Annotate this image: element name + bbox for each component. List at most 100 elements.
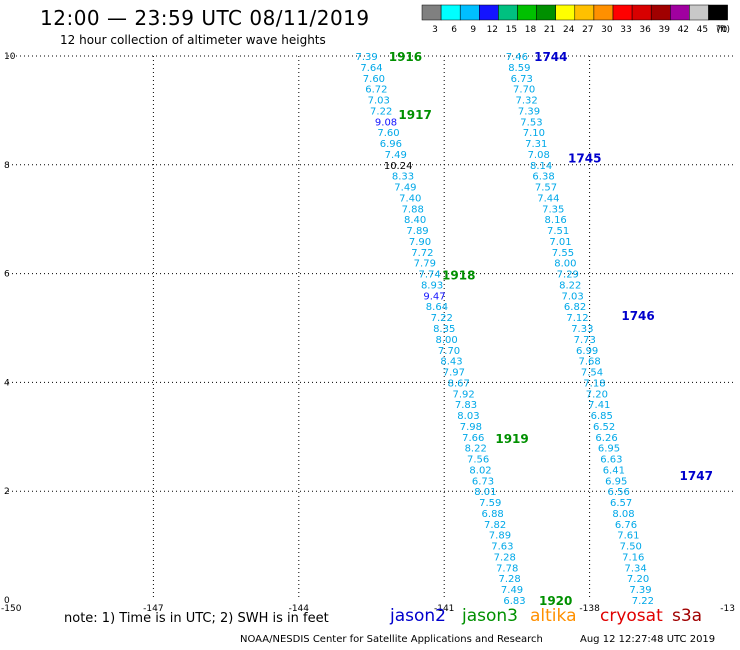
color-scale-tick: 12 <box>487 25 498 34</box>
pass-time-label: 1918 <box>442 269 475 283</box>
wave-height-value: 6.95 <box>605 476 627 487</box>
wave-height-value: 8.02 <box>469 465 491 476</box>
wave-height-value: 9.08 <box>375 117 397 128</box>
pass-time-label: 1920 <box>539 594 572 608</box>
wave-height-value: 8.64 <box>426 302 448 313</box>
wave-height-value: 7.22 <box>431 313 453 324</box>
wave-height-value: 7.54 <box>581 368 603 379</box>
wave-height-value: 8.16 <box>545 215 567 226</box>
wave-height-value: 7.29 <box>557 270 579 281</box>
color-scale-unit: (ft) <box>716 25 730 34</box>
wave-height-value: 7.35 <box>542 204 564 215</box>
wave-height-value: 8.00 <box>554 259 576 270</box>
wave-height-value: 7.70 <box>513 85 535 96</box>
wave-height-value: 7.60 <box>363 74 385 85</box>
wave-height-value: 7.01 <box>549 237 571 248</box>
wave-height-value: 7.22 <box>632 596 654 607</box>
x-tick-label: -144 <box>289 604 310 614</box>
satellite-label-jason3: jason3 <box>462 606 518 626</box>
wave-height-value: 7.50 <box>620 542 642 553</box>
y-tick-label: 4 <box>4 378 10 388</box>
wave-height-value: 7.63 <box>491 542 513 553</box>
wave-height-value: 7.46 <box>506 52 528 63</box>
credit-line: NOAA/NESDIS Center for Satellite Applica… <box>240 634 543 645</box>
wave-height-value: 7.28 <box>498 574 520 585</box>
wave-height-value: 8.22 <box>465 444 487 455</box>
units-note: note: 1) Time is in UTC; 2) SWH is in fe… <box>64 611 329 626</box>
x-tick-label: -138 <box>579 604 600 614</box>
wave-height-value: 7.57 <box>535 183 557 194</box>
pass-time-label: 1746 <box>621 309 654 323</box>
color-scale-tick: 24 <box>563 25 575 34</box>
wave-height-value: 8.40 <box>404 215 426 226</box>
color-scale-tick: 9 <box>470 25 476 34</box>
wave-height-value: 7.73 <box>574 335 596 346</box>
wave-height-value: 6.72 <box>365 85 387 96</box>
wave-height-value: 7.49 <box>385 150 407 161</box>
wave-height-value: 7.40 <box>399 193 421 204</box>
wave-height-value: 7.08 <box>528 150 550 161</box>
wave-height-value: 7.22 <box>370 106 392 117</box>
wave-height-value: 7.70 <box>438 346 460 357</box>
wave-height-value: 7.28 <box>494 552 516 563</box>
color-scale-tick: 21 <box>544 25 555 34</box>
wave-height-value: 8.43 <box>440 357 462 368</box>
wave-height-value: 7.64 <box>360 63 382 74</box>
y-tick-label: 6 <box>4 270 10 280</box>
wave-height-value: 6.85 <box>591 411 613 422</box>
wave-height-value: 6.83 <box>503 596 525 607</box>
pass-time-label: 1745 <box>568 152 601 166</box>
wave-height-value: 7.39 <box>518 106 540 117</box>
wave-height-value: 7.79 <box>414 259 436 270</box>
x-tick-label: -150 <box>1 604 22 614</box>
wave-height-value: 6.82 <box>564 302 586 313</box>
satellite-label-jason2: jason2 <box>390 606 446 626</box>
color-scale-legend: 3 6 9 12 15 18 21 24 27 30 33 36 39 42 45 70(ft) <box>421 4 730 34</box>
y-tick-label: 0 <box>4 596 10 606</box>
wave-height-value: 7.34 <box>625 563 647 574</box>
color-scale-tick: 3 <box>432 25 438 34</box>
wave-height-value: 7.44 <box>537 193 559 204</box>
color-scale-tick: 39 <box>658 25 670 34</box>
wave-height-value: 7.33 <box>571 324 593 335</box>
y-tick-label: 10 <box>4 52 16 62</box>
chart-subtitle: 12 hour collection of altimeter wave hei… <box>60 33 326 47</box>
wave-height-value: 7.60 <box>377 128 399 139</box>
y-tick-label: 2 <box>4 487 10 497</box>
wave-height-value: 8.22 <box>559 280 581 291</box>
color-scale-tick: 15 <box>506 25 517 34</box>
wave-height-value: 7.66 <box>462 433 484 444</box>
wave-height-value: 8.03 <box>457 411 479 422</box>
wave-height-value: 7.39 <box>356 52 378 63</box>
wave-height-value: 7.49 <box>394 183 416 194</box>
wave-height-value: 7.49 <box>501 585 523 596</box>
satellite-label-s3a: s3a <box>672 606 703 626</box>
wave-height-value: 7.16 <box>622 552 644 563</box>
satellite-label-altika: altika <box>530 606 577 626</box>
wave-height-value: 8.14 <box>530 161 552 172</box>
wave-height-value: 7.90 <box>409 237 431 248</box>
color-scale-tick: 6 <box>451 25 457 34</box>
generated-timestamp: Aug 12 12:27:48 UTC 2019 <box>580 634 716 645</box>
wave-height-value: 7.10 <box>523 128 545 139</box>
wave-height-value: 6.63 <box>600 455 622 466</box>
wave-height-value: 6.76 <box>615 520 637 531</box>
wave-height-value: 8.93 <box>421 280 443 291</box>
color-scale-tick: 30 <box>601 25 613 34</box>
wave-height-value: 7.97 <box>443 368 465 379</box>
wave-height-value: 7.31 <box>525 139 547 150</box>
pass-time-label: 1917 <box>398 108 431 122</box>
wave-height-value: 7.32 <box>515 96 537 107</box>
wave-height-value: 6.38 <box>532 172 554 183</box>
chart-title: 12:00 — 23:59 UTC 08/11/2019 <box>40 6 370 30</box>
color-scale-tick: 45 <box>697 25 708 34</box>
wave-height-value: 9.47 <box>423 291 445 302</box>
pass-time-label: 1744 <box>534 50 567 64</box>
wave-height-value: 10.24 <box>384 161 413 172</box>
wave-height-value: 8.59 <box>508 63 530 74</box>
wave-height-value: 8.08 <box>612 509 634 520</box>
wave-height-value: 6.88 <box>482 509 504 520</box>
x-tick-label: -13 <box>720 604 735 614</box>
wave-height-value: 7.83 <box>455 400 477 411</box>
